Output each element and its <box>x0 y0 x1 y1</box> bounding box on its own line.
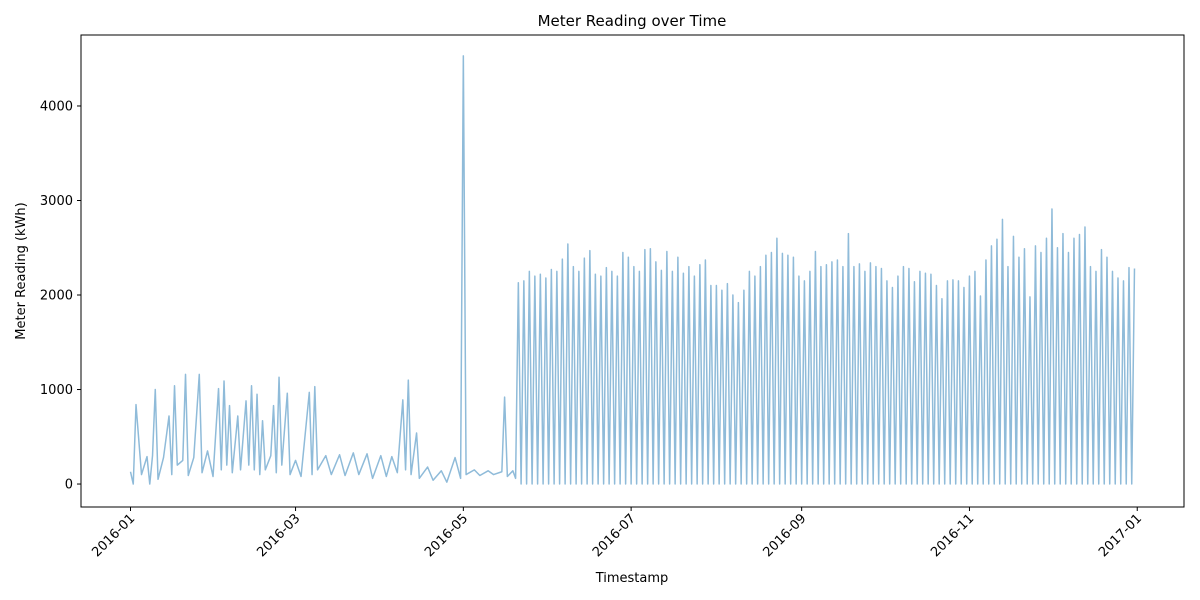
y-tick-label: 2000 <box>40 289 73 304</box>
plot-frame <box>80 34 1185 508</box>
y-tick-label: 3000 <box>40 194 73 209</box>
y-tick-label: 1000 <box>40 383 73 398</box>
x-axis-label: Timestamp <box>595 571 669 586</box>
y-tick-label: 0 <box>65 478 73 493</box>
data-line <box>129 55 1136 485</box>
y-tick-label: 4000 <box>40 99 73 114</box>
chart-title: Meter Reading over Time <box>538 12 727 30</box>
y-axis-label: Meter Reading (kWh) <box>14 202 29 339</box>
